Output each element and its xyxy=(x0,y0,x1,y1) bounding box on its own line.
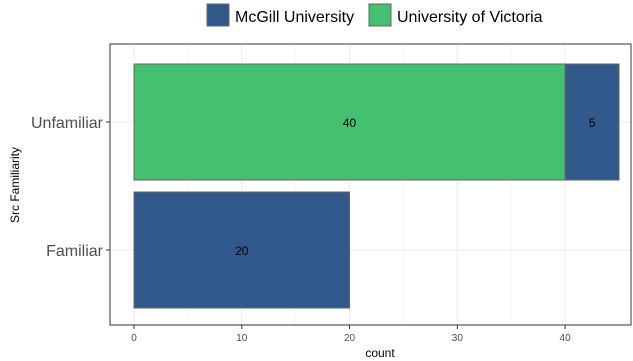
y-tick-label-unfamiliar: Unfamiliar xyxy=(31,115,104,132)
x-axis: 0 10 20 30 40 xyxy=(131,325,571,344)
legend-label-victoria: University of Victoria xyxy=(397,9,543,26)
legend-label-mcgill: McGill University xyxy=(235,9,354,26)
legend-swatch-victoria xyxy=(368,3,392,27)
x-tick-label: 30 xyxy=(452,333,464,344)
x-tick-label: 20 xyxy=(344,333,356,344)
data-label-unfamiliar-mcgill: 5 xyxy=(589,116,596,130)
x-tick-label: 0 xyxy=(131,333,137,344)
data-labels: 40 5 20 xyxy=(235,116,596,258)
bar-unfamiliar-victoria xyxy=(133,63,566,181)
bar-familiar-mcgill xyxy=(133,191,351,309)
data-label-familiar-mcgill: 20 xyxy=(235,244,249,258)
panel-border xyxy=(109,43,632,326)
x-tick-label: 40 xyxy=(560,333,572,344)
legend-swatch-mcgill xyxy=(206,3,230,27)
y-axis-title: Src Familiarity xyxy=(8,147,22,223)
data-label-unfamiliar-victoria: 40 xyxy=(343,116,357,130)
bars xyxy=(133,63,620,309)
y-tick-label-familiar: Familiar xyxy=(46,243,104,260)
bar-unfamiliar-mcgill xyxy=(564,63,620,181)
legend: McGill University University of Victoria xyxy=(206,3,543,27)
x-tick-label: 10 xyxy=(236,333,248,344)
y-axis: Unfamiliar Familiar xyxy=(31,115,110,260)
plot-panel: 40 5 20 xyxy=(109,43,632,326)
x-axis-title: count xyxy=(365,346,395,360)
